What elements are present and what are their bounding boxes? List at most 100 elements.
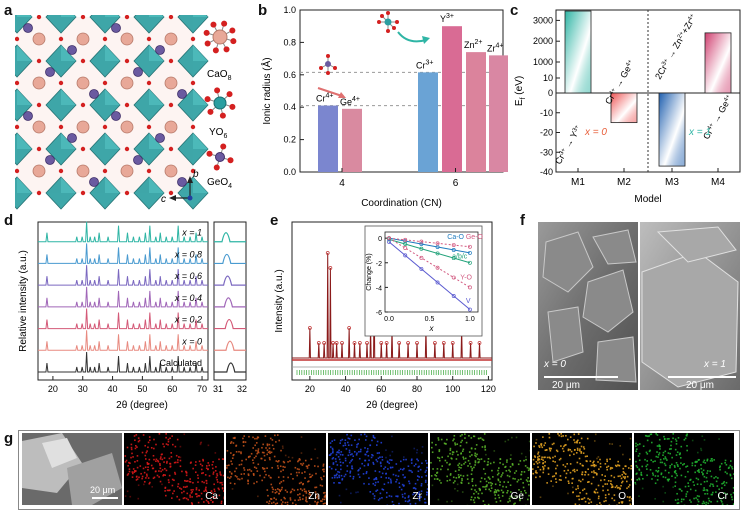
eds-pixel — [589, 460, 592, 462]
eds-pixel — [525, 456, 527, 458]
eds-pixel — [176, 438, 179, 441]
eds-pixel — [703, 481, 706, 483]
eds-pixel — [286, 501, 289, 504]
eds-pixel — [315, 496, 318, 499]
eds-pixel — [642, 477, 644, 480]
eds-pixel — [344, 442, 346, 444]
eds-pixel — [352, 455, 355, 457]
eds-pixel — [130, 443, 133, 446]
eds-pixel — [622, 453, 624, 456]
eds-pixel — [579, 448, 581, 450]
eds-pixel — [270, 498, 273, 500]
eds-pixel — [358, 469, 360, 471]
eds-pixel — [269, 476, 272, 479]
eds-pixel — [564, 465, 567, 468]
eds-pixel — [637, 455, 640, 457]
eds-pixel — [703, 489, 706, 491]
eds-pixel — [674, 466, 676, 468]
eds-pixel — [502, 485, 504, 488]
eds-pixel — [213, 483, 215, 486]
y-axis-label: Intensity (a.u.) — [274, 269, 285, 332]
eds-pixel — [369, 491, 372, 493]
eds-pixel — [675, 472, 678, 475]
eds-pixel — [349, 472, 352, 474]
eds-pixel — [173, 479, 175, 482]
eds-pixel — [138, 439, 141, 442]
eds-pixel — [255, 467, 258, 470]
eds-pixel — [555, 449, 558, 452]
eds-pixel — [720, 462, 723, 465]
eds-pixel — [200, 441, 203, 444]
eds-pixel — [684, 475, 687, 478]
eds-pixel — [510, 491, 512, 493]
eds-pixel — [144, 454, 147, 457]
eds-pixel — [390, 467, 392, 469]
eds-pixel — [644, 458, 646, 461]
eds-pixel — [475, 455, 477, 458]
eds-pixel — [178, 498, 181, 501]
eds-pixel — [158, 470, 160, 472]
eds-pixel — [272, 488, 274, 491]
eds-pixel — [413, 447, 416, 450]
xrd-pattern — [38, 265, 208, 286]
eds-pixel — [579, 449, 581, 452]
octahedron-face — [105, 133, 120, 149]
eds-pixel — [200, 498, 203, 500]
eds-pixel — [338, 476, 341, 479]
eds-pixel — [280, 488, 283, 491]
eds-pixel — [212, 461, 214, 463]
eds-pixel — [484, 446, 486, 449]
eds-pixel — [238, 464, 241, 466]
eds-pixel — [641, 487, 644, 490]
eds-pixel — [668, 478, 670, 481]
eds-pixel — [332, 457, 335, 459]
eds-pixel — [485, 480, 488, 483]
eds-pixel — [659, 445, 661, 448]
region-label-x1: x = 1 — [688, 127, 711, 138]
eds-pixel — [405, 458, 407, 461]
eds-pixel — [434, 474, 436, 476]
eds-pixel — [262, 468, 265, 470]
eds-pixel — [481, 492, 483, 495]
eds-pixel — [471, 454, 473, 456]
eds-pixel — [144, 444, 147, 447]
eds-pixel — [328, 466, 331, 468]
eds-pixel — [651, 472, 654, 475]
eds-pixel — [588, 481, 590, 483]
eds-pixel — [584, 455, 587, 458]
eds-pixel — [354, 439, 356, 441]
eds-pixel — [205, 499, 208, 502]
eds-pixel — [609, 468, 612, 470]
eds-pixel — [333, 474, 336, 477]
eds-pixel — [432, 468, 434, 470]
eds-pixel — [277, 476, 280, 479]
eds-pixel — [236, 476, 238, 478]
eds-pixel — [212, 473, 215, 475]
eds-pixel — [287, 456, 290, 458]
eds-pixel — [215, 476, 218, 479]
eds-pixel — [489, 462, 492, 465]
eds-pixel — [420, 484, 423, 487]
ge-atom — [45, 155, 55, 165]
eds-pixel — [589, 498, 591, 501]
eds-pixel — [358, 476, 361, 478]
axis-indicator: b c — [161, 169, 199, 205]
eds-pixel — [351, 453, 353, 455]
eds-pixel — [608, 493, 610, 496]
eds-pixel — [349, 470, 352, 473]
eds-pixel — [426, 462, 428, 464]
eds-pixel — [482, 468, 485, 470]
eds-pixel — [478, 497, 480, 500]
octahedron-icon — [377, 11, 399, 33]
eds-pixel — [146, 463, 149, 465]
eds-pixel — [470, 447, 473, 449]
eds-pixel — [143, 483, 145, 486]
eds-pixel — [617, 475, 620, 478]
eds-pixel — [419, 468, 422, 471]
eds-pixel — [659, 461, 662, 464]
eds-pixel — [383, 468, 385, 470]
eds-pixel — [474, 460, 477, 462]
eds-pixel — [716, 500, 719, 503]
eds-pixel — [308, 490, 310, 492]
eds-pixel — [724, 471, 727, 473]
